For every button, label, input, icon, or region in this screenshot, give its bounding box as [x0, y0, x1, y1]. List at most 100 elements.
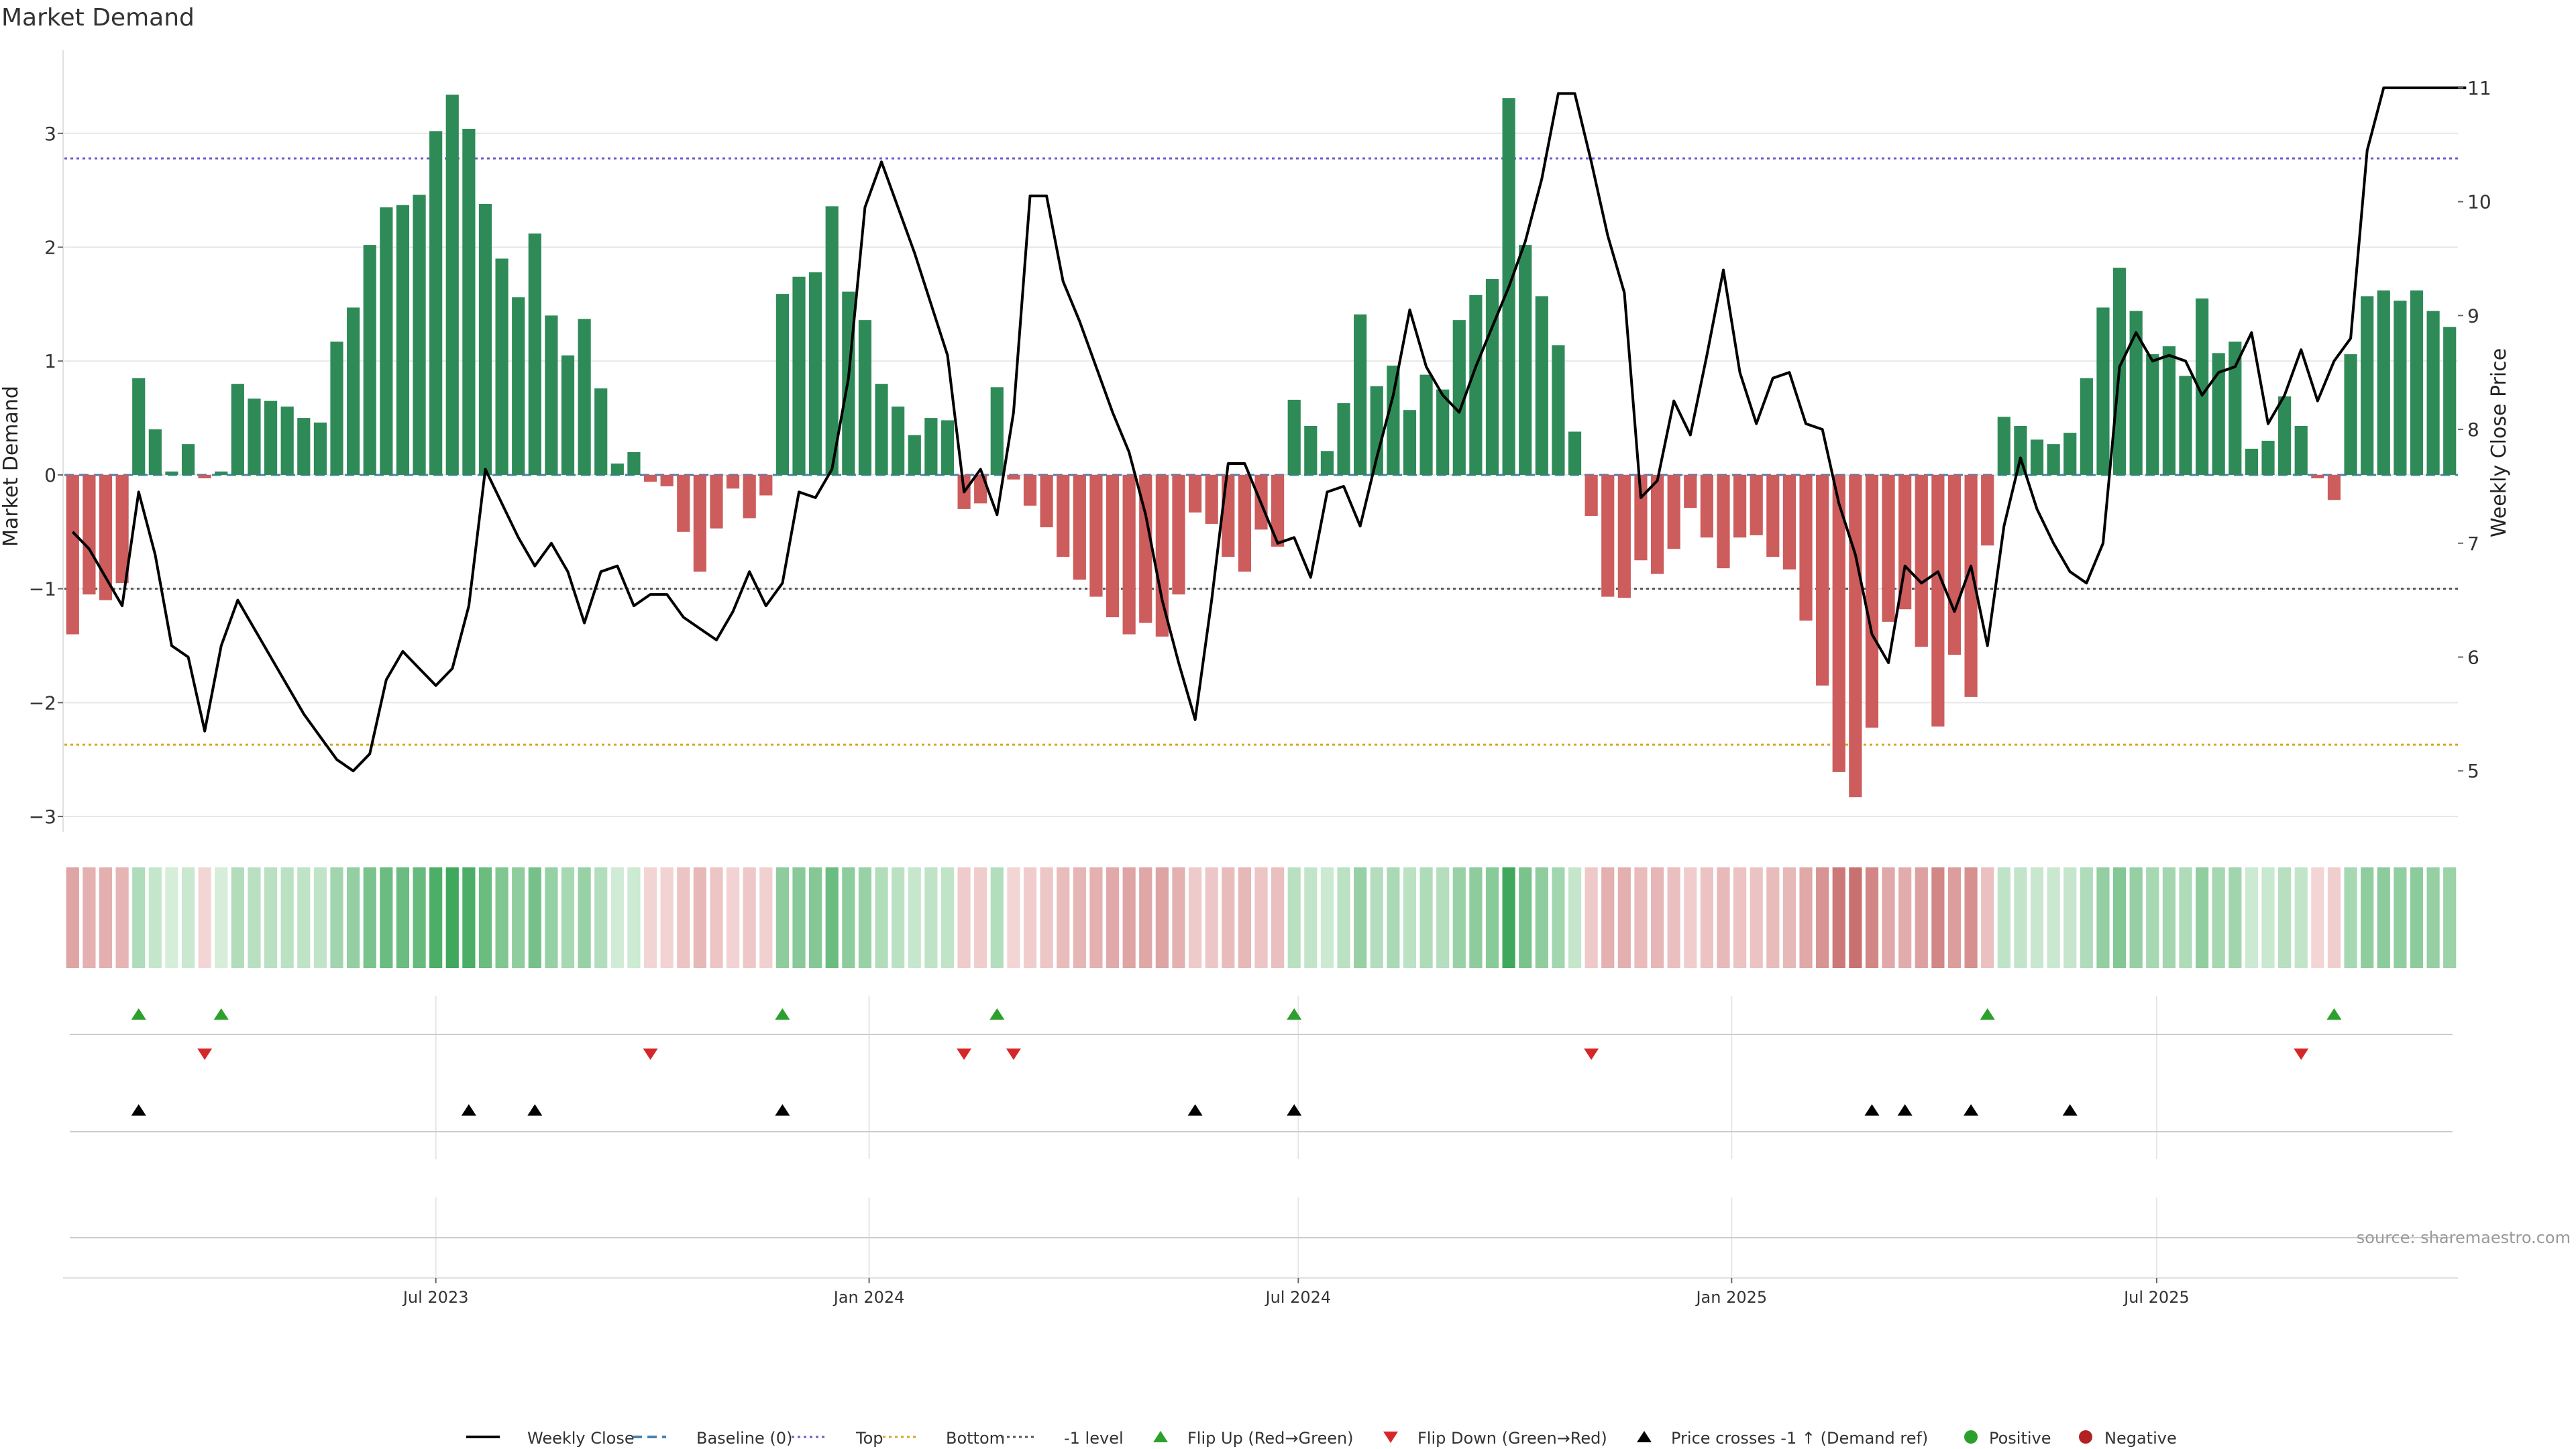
demand-bar: [594, 388, 608, 475]
heat-cell: [462, 867, 476, 968]
heat-cell: [759, 867, 773, 968]
demand-bar: [2261, 441, 2275, 475]
demand-bar: [231, 384, 244, 475]
heat-cell: [2030, 867, 2044, 968]
demand-bar: [809, 272, 822, 475]
y2-tick-label: 11: [2467, 77, 2491, 99]
heat-cell: [2394, 867, 2407, 968]
demand-bar: [1354, 314, 1367, 475]
demand-bar: [2014, 425, 2027, 475]
legend-item: Baseline (0): [633, 1429, 792, 1448]
flip-up-marker: [2326, 1008, 2342, 1020]
y-axis-label: Market Demand: [0, 386, 23, 547]
demand-bar: [2146, 354, 2159, 475]
demand-bar: [1519, 245, 1532, 475]
heat-cell: [677, 867, 690, 968]
demand-bar: [1865, 474, 1879, 728]
x-tick-label: Jul 2024: [1265, 1288, 1332, 1307]
flip-up-marker: [775, 1008, 790, 1020]
demand-bar: [1650, 474, 1664, 574]
heat-cell: [792, 867, 806, 968]
legend-item: Weekly Close: [466, 1429, 635, 1448]
flip-down-marker: [1584, 1049, 1599, 1060]
flip-up-marker: [213, 1008, 229, 1020]
legend-item: Positive: [1964, 1429, 2051, 1448]
demand-bar: [1667, 474, 1680, 549]
demand-bar: [2212, 353, 2225, 475]
demand-bar: [1007, 474, 1020, 480]
legend-label: Bottom: [946, 1429, 1005, 1448]
heat-cell: [1172, 867, 1185, 968]
chart-title: Market Demand: [1, 4, 195, 32]
demand-bar: [1419, 374, 1433, 475]
x-tick-label: Jul 2023: [402, 1288, 469, 1307]
heat-cell: [1568, 867, 1582, 968]
heat-cell: [1585, 867, 1598, 968]
demand-bar: [1552, 345, 1565, 475]
heat-cell: [1502, 867, 1515, 968]
demand-bar: [478, 204, 492, 475]
demand-bar: [1139, 474, 1152, 623]
demand-bar: [1832, 474, 1845, 772]
heat-cell: [1601, 867, 1615, 968]
legend-label: Weekly Close: [527, 1429, 635, 1448]
demand-bar: [363, 245, 376, 475]
heat-cell: [1040, 867, 1053, 968]
demand-bar: [280, 407, 294, 475]
heat-cell: [2426, 867, 2440, 968]
demand-bar: [2377, 290, 2390, 475]
demand-bar: [2394, 301, 2407, 475]
flip-down-marker: [1006, 1049, 1021, 1060]
demand-bar: [2294, 425, 2308, 475]
heat-cell: [2047, 867, 2060, 968]
heat-cell: [775, 867, 789, 968]
demand-bar: [726, 474, 740, 489]
demand-bar: [643, 474, 657, 482]
demand-bar: [1387, 366, 1400, 475]
heat-cell: [2327, 867, 2341, 968]
demand-bar: [710, 474, 723, 529]
demand-bar: [545, 315, 558, 475]
heat-cell: [528, 867, 541, 968]
demand-bar: [1535, 296, 1548, 475]
demand-bar: [924, 418, 938, 475]
heat-cell: [429, 867, 443, 968]
heat-cell: [363, 867, 376, 968]
heat-cell: [1337, 867, 1350, 968]
legend-swatch-dot: [2079, 1430, 2092, 1444]
flip-down-marker: [2294, 1049, 2309, 1060]
demand-bar: [677, 474, 690, 532]
heat-cell: [1750, 867, 1763, 968]
heat-cell: [1387, 867, 1400, 968]
demand-bar: [2278, 396, 2292, 475]
heat-cell: [2112, 867, 2127, 968]
heat-cell: [1964, 867, 1978, 968]
heat-cell: [1552, 867, 1565, 968]
heat-cell: [1139, 867, 1152, 968]
legend-item: Flip Down (Green→Red): [1383, 1429, 1607, 1448]
legend-item: Negative: [2079, 1429, 2177, 1448]
legend: Weekly Close Baseline (0) Top Bottom -1 leve…: [466, 1429, 2177, 1448]
heat-cell: [1617, 867, 1631, 968]
y-tick-label: 2: [44, 237, 56, 259]
heat-cell: [1882, 867, 1895, 968]
demand-bar: [1172, 474, 1185, 595]
demand-bar: [1452, 320, 1466, 475]
demand-heat-strip: [66, 867, 2457, 968]
demand-bar: [1040, 474, 1053, 528]
price-cross-marker: [461, 1104, 476, 1116]
heat-cell: [1155, 867, 1169, 968]
price-line-layer: [71, 86, 2467, 773]
y2-tick-label: 8: [2467, 419, 2479, 441]
legend-item: Bottom: [883, 1429, 1005, 1448]
price-cross-marker: [775, 1104, 790, 1116]
demand-bar: [693, 474, 706, 572]
x-tick-label: Jan 2025: [1695, 1288, 1767, 1307]
demand-bar: [1122, 474, 1136, 635]
heat-cell: [1254, 867, 1268, 968]
heat-cell: [2278, 867, 2292, 968]
demand-bar: [1057, 474, 1070, 557]
flip-down-marker: [643, 1049, 658, 1060]
heat-cell: [132, 867, 146, 968]
legend-label: -1 level: [1064, 1429, 1124, 1448]
